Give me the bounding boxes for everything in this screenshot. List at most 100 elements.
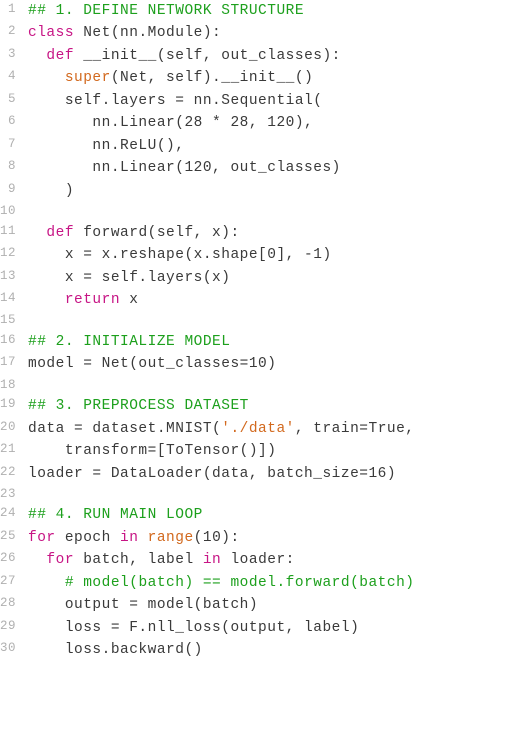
code-content: loader = DataLoader(data, batch_size=16) <box>28 463 512 485</box>
token-comment: ## 3. PREPROCESS DATASET <box>28 398 249 414</box>
line-number: 2 <box>0 22 28 44</box>
code-line: 26 for batch, label in loader: <box>0 549 512 571</box>
token-default: batch, label <box>74 552 203 568</box>
code-content: self.layers = nn.Sequential( <box>28 90 512 112</box>
line-number: 7 <box>0 135 28 157</box>
token-default: loader = DataLoader(data, batch_size=16) <box>28 466 396 482</box>
token-default: nn.ReLU(), <box>28 138 184 154</box>
token-default <box>28 292 65 308</box>
code-content: nn.Linear(28 * 28, 120), <box>28 112 512 134</box>
token-default: loss = F.nll_loss(output, label) <box>28 620 359 636</box>
code-content: x = x.reshape(x.shape[0], -1) <box>28 244 512 266</box>
code-line: 19## 3. PREPROCESS DATASET <box>0 395 512 417</box>
line-number: 15 <box>0 311 28 330</box>
code-content <box>28 202 512 221</box>
code-line: 6 nn.Linear(28 * 28, 120), <box>0 112 512 134</box>
token-default: epoch <box>56 530 120 546</box>
code-content: ) <box>28 180 512 202</box>
token-default: nn.Linear(28 * 28, 120), <box>28 115 313 131</box>
code-line: 14 return x <box>0 289 512 311</box>
token-default: x = x.reshape(x.shape[0], -1) <box>28 247 332 263</box>
line-number: 26 <box>0 549 28 571</box>
code-line: 9 ) <box>0 180 512 202</box>
token-default: x = self.layers(x) <box>28 270 230 286</box>
line-number: 10 <box>0 202 28 221</box>
line-number: 21 <box>0 440 28 462</box>
code-block: 1## 1. DEFINE NETWORK STRUCTURE2class Ne… <box>0 0 512 662</box>
line-number: 12 <box>0 244 28 266</box>
token-default <box>28 70 65 86</box>
token-default: loader: <box>221 552 295 568</box>
code-line: 11 def forward(self, x): <box>0 222 512 244</box>
code-content: output = model(batch) <box>28 594 512 616</box>
code-line: 2class Net(nn.Module): <box>0 22 512 44</box>
line-number: 19 <box>0 395 28 417</box>
code-content: def forward(self, x): <box>28 222 512 244</box>
token-default: (Net, self).__init__() <box>111 70 313 86</box>
token-default: Net(nn.Module): <box>74 25 221 41</box>
code-content: super(Net, self).__init__() <box>28 67 512 89</box>
code-line: 15 <box>0 311 512 330</box>
token-keyword: for <box>46 552 74 568</box>
token-keyword: return <box>65 292 120 308</box>
code-line: 27 # model(batch) == model.forward(batch… <box>0 572 512 594</box>
code-line: 28 output = model(batch) <box>0 594 512 616</box>
line-number: 23 <box>0 485 28 504</box>
code-line: 3 def __init__(self, out_classes): <box>0 45 512 67</box>
token-keyword: class <box>28 25 74 41</box>
token-default: , train=True, <box>295 421 415 437</box>
code-content: model = Net(out_classes=10) <box>28 353 512 375</box>
line-number: 18 <box>0 376 28 395</box>
token-keyword: in <box>203 552 221 568</box>
token-default: nn.Linear(120, out_classes) <box>28 160 341 176</box>
code-content <box>28 311 512 330</box>
code-line: 10 <box>0 202 512 221</box>
code-content <box>28 376 512 395</box>
code-line: 16## 2. INITIALIZE MODEL <box>0 331 512 353</box>
code-content: def __init__(self, out_classes): <box>28 45 512 67</box>
code-content: for batch, label in loader: <box>28 549 512 571</box>
line-number: 16 <box>0 331 28 353</box>
token-default: x <box>120 292 138 308</box>
code-line: 30 loss.backward() <box>0 639 512 661</box>
line-number: 11 <box>0 222 28 244</box>
line-number: 27 <box>0 572 28 594</box>
token-default: output = model(batch) <box>28 597 258 613</box>
token-keyword: def <box>46 225 74 241</box>
line-number: 9 <box>0 180 28 202</box>
line-number: 4 <box>0 67 28 89</box>
code-content: ## 3. PREPROCESS DATASET <box>28 395 512 417</box>
code-line: 5 self.layers = nn.Sequential( <box>0 90 512 112</box>
code-content: nn.ReLU(), <box>28 135 512 157</box>
code-content: loss.backward() <box>28 639 512 661</box>
line-number: 28 <box>0 594 28 616</box>
token-comment: ## 2. INITIALIZE MODEL <box>28 334 230 350</box>
code-line: 17model = Net(out_classes=10) <box>0 353 512 375</box>
line-number: 3 <box>0 45 28 67</box>
line-number: 29 <box>0 617 28 639</box>
code-content: # model(batch) == model.forward(batch) <box>28 572 512 594</box>
line-number: 1 <box>0 0 28 22</box>
token-default: ) <box>28 183 74 199</box>
line-number: 24 <box>0 504 28 526</box>
code-line: 24## 4. RUN MAIN LOOP <box>0 504 512 526</box>
line-number: 5 <box>0 90 28 112</box>
code-line: 22loader = DataLoader(data, batch_size=1… <box>0 463 512 485</box>
token-default: loss.backward() <box>28 642 203 658</box>
line-number: 8 <box>0 157 28 179</box>
token-default: data = dataset.MNIST( <box>28 421 221 437</box>
token-default <box>28 48 46 64</box>
token-default: self.layers = nn.Sequential( <box>28 93 322 109</box>
token-default <box>28 552 46 568</box>
code-content <box>28 485 512 504</box>
code-line: 7 nn.ReLU(), <box>0 135 512 157</box>
line-number: 13 <box>0 267 28 289</box>
token-default <box>28 575 65 591</box>
line-number: 25 <box>0 527 28 549</box>
code-line: 20data = dataset.MNIST('./data', train=T… <box>0 418 512 440</box>
code-content: nn.Linear(120, out_classes) <box>28 157 512 179</box>
token-default: transform=[ToTensor()]) <box>28 443 276 459</box>
token-comment: ## 4. RUN MAIN LOOP <box>28 507 203 523</box>
code-content: return x <box>28 289 512 311</box>
line-number: 14 <box>0 289 28 311</box>
